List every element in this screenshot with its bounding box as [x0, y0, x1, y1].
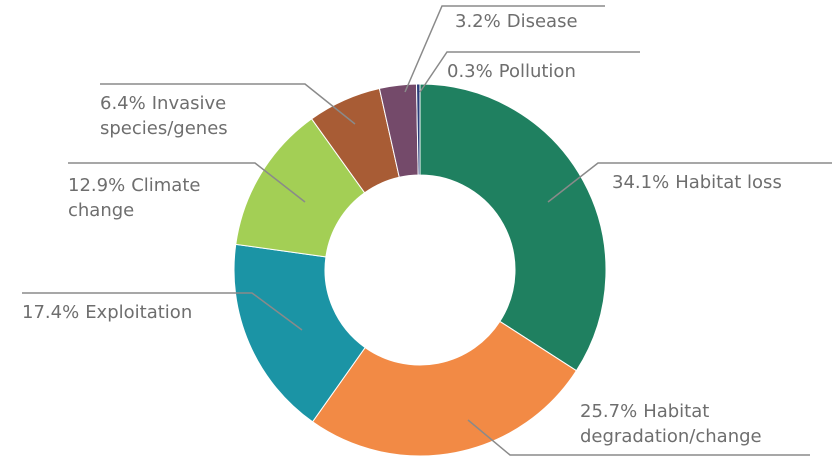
category-label: Habitat — [643, 401, 709, 422]
slice-label: 25.7% Habitat degradation/change — [580, 401, 762, 447]
slice-label: 0.3% Pollution — [447, 61, 576, 82]
leader-line — [100, 83, 356, 125]
category-label: degradation/change — [580, 426, 762, 447]
leader-line — [68, 162, 306, 203]
leader-line — [22, 292, 303, 331]
slice-label: 6.4% Invasive species/genes — [100, 93, 228, 139]
category-label: Exploitation — [85, 302, 192, 323]
value-label: 25.7% — [580, 401, 637, 422]
leader-line — [419, 51, 640, 93]
value-label: 0.3% — [447, 61, 493, 82]
leader-line — [547, 162, 832, 203]
category-label: change — [68, 200, 134, 221]
donut-slice — [233, 243, 366, 423]
slice-label: 34.1% Habitat loss — [612, 172, 782, 193]
category-label: Disease — [507, 11, 578, 32]
value-label: 12.9% — [68, 175, 125, 196]
value-label: 6.4% — [100, 93, 146, 114]
donut-slice — [419, 83, 607, 372]
category-label: Pollution — [499, 61, 576, 82]
donut-slice — [311, 320, 578, 457]
donut-slice — [415, 83, 421, 176]
leader-line — [404, 5, 605, 93]
slice-label: 12.9% Climate change — [68, 175, 200, 221]
category-label: Climate — [131, 175, 200, 196]
leader-line — [467, 419, 810, 456]
slice-label: 3.2% Disease — [455, 11, 578, 32]
slice-label: 17.4% Exploitation — [22, 302, 192, 323]
value-label: 3.2% — [455, 11, 501, 32]
value-label: 17.4% — [22, 302, 79, 323]
category-label: species/genes — [100, 118, 228, 139]
category-label: Habitat loss — [675, 172, 782, 193]
value-label: 34.1% — [612, 172, 669, 193]
category-label: Invasive — [152, 93, 227, 114]
